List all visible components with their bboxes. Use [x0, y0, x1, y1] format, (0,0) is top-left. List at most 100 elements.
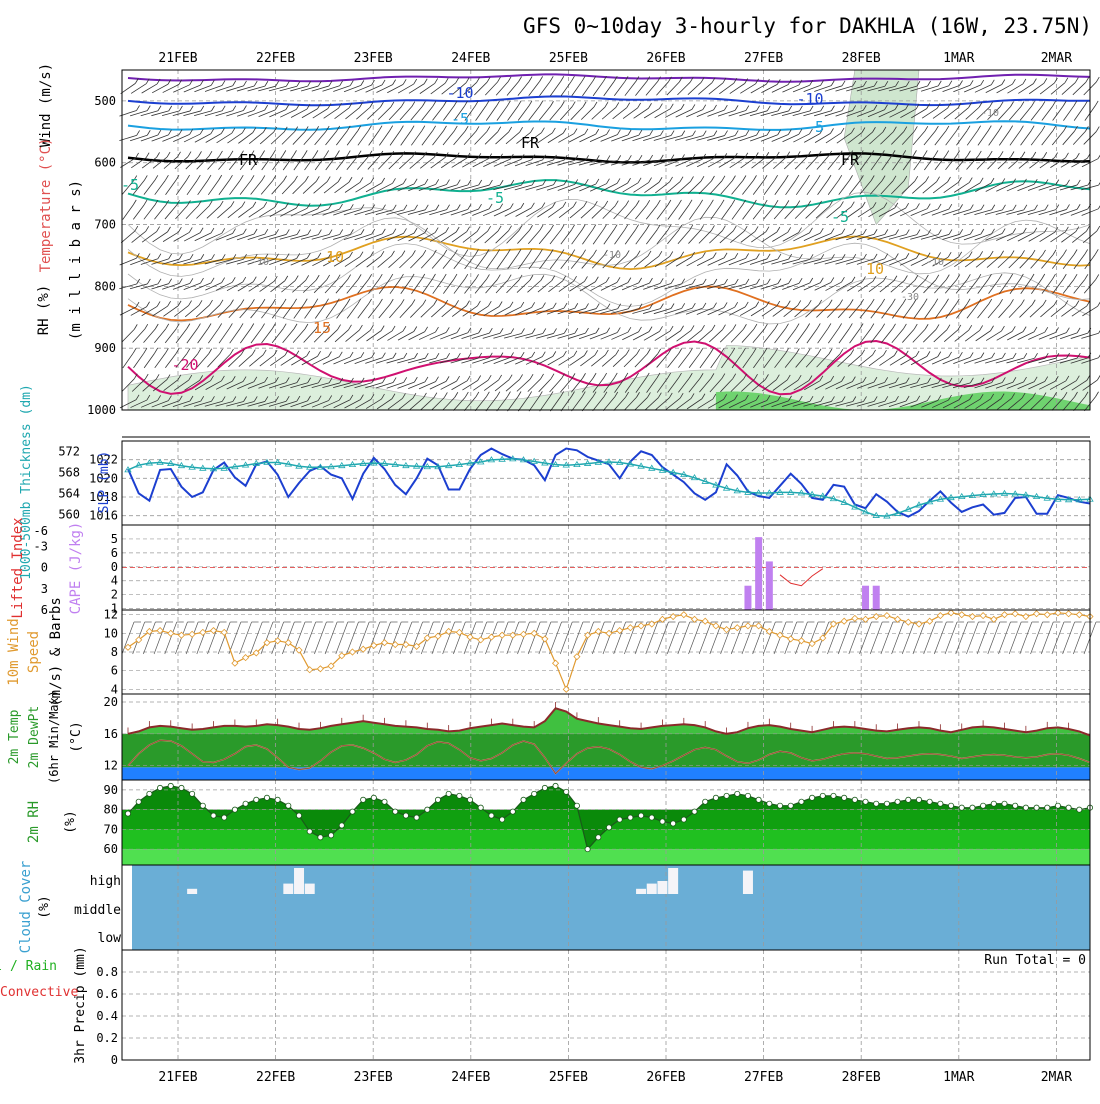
wind-barb-flag — [382, 352, 386, 358]
wind-barb-flag — [1054, 77, 1058, 84]
wind-barb — [419, 232, 436, 242]
wind-barb-flag — [499, 153, 503, 160]
wind-barb — [632, 282, 650, 290]
wind-barb — [303, 328, 317, 343]
wind-barb — [290, 108, 308, 118]
wind-barb — [642, 308, 661, 314]
wind-barb — [559, 106, 573, 121]
surface-wind-barb — [303, 621, 317, 655]
wind-barb-flag — [905, 80, 910, 87]
wind-barb — [142, 378, 157, 392]
wind-barb-flag — [1052, 273, 1056, 280]
wind-barb-flag — [595, 128, 600, 135]
wind-barb — [741, 328, 755, 343]
wind-barb-flag — [510, 352, 514, 358]
temp-band-green — [122, 733, 1090, 768]
wind-barb-flag — [412, 392, 417, 399]
wind-speed-marker — [883, 612, 891, 620]
wind-barb — [707, 109, 725, 117]
wind-barb — [602, 205, 616, 219]
wind-barb-flag — [809, 396, 814, 402]
wind-barb-flag — [486, 126, 491, 132]
wind-barb — [963, 382, 982, 389]
wind-speed-marker — [338, 652, 346, 660]
rh-tick: 70 — [104, 822, 118, 836]
wind-barb-flag — [585, 303, 589, 309]
wind-barb — [1006, 357, 1024, 364]
wind-barb — [1070, 332, 1089, 339]
wind-barb — [635, 81, 648, 96]
wind-barb — [986, 398, 1002, 410]
cape-ylabel-cape: CAPE (J/kg) — [68, 522, 84, 615]
wind-barb-flag — [1075, 226, 1080, 232]
wind-barb-flag — [392, 204, 397, 211]
wind-barb — [966, 130, 978, 146]
wind-barb-flag — [784, 174, 789, 181]
wind-barb — [632, 331, 650, 341]
wind-barb — [987, 156, 1001, 170]
thickness-marker — [680, 470, 688, 477]
wind-barb — [749, 283, 768, 290]
wind-barb-flag — [168, 129, 172, 136]
wind-barb-flag — [935, 324, 940, 330]
wind-barb — [129, 110, 148, 117]
wind-barb-flag — [765, 374, 769, 380]
wind-barb — [817, 328, 829, 344]
wind-barb — [773, 156, 787, 170]
wind-barb — [902, 155, 914, 171]
rh-marker — [1054, 802, 1061, 809]
wind-barb — [538, 229, 551, 245]
wind-barb — [400, 130, 412, 146]
contour-label: -10 — [926, 257, 944, 268]
wind-barb-flag — [606, 178, 610, 184]
rh-marker — [809, 794, 816, 801]
wind-barb-flag — [606, 129, 610, 135]
wind-speed-marker — [808, 640, 816, 648]
surface-wind-barb — [698, 621, 712, 655]
wind-barb-flag — [304, 323, 309, 330]
wind-barb — [271, 303, 284, 319]
wind-tick: 12 — [104, 608, 118, 622]
wind-barb — [496, 396, 508, 412]
wind-barb — [239, 180, 252, 195]
wind-barb — [408, 232, 425, 242]
wind-barb-flag — [967, 150, 971, 156]
wind-barb — [944, 279, 958, 294]
wind-barb-flag — [253, 80, 258, 87]
wind-barb — [229, 328, 241, 344]
wind-barb — [151, 283, 169, 290]
wind-barb — [826, 353, 841, 368]
wind-barb-flag — [777, 105, 782, 112]
wind-barb-flag — [945, 125, 950, 132]
wind-barb — [387, 330, 404, 341]
wind-barb — [878, 382, 896, 389]
wind-barb — [751, 231, 767, 243]
wind-barb — [814, 110, 832, 117]
rh-marker — [777, 802, 784, 809]
wind-barb — [581, 377, 594, 393]
wind-barb-flag — [551, 127, 556, 134]
wind-barb — [515, 306, 532, 316]
wind-barb-flag — [606, 155, 611, 161]
wind-barb — [462, 305, 478, 317]
wind-barb — [579, 183, 597, 192]
wind-barb — [558, 133, 575, 143]
wind-barb — [856, 258, 875, 265]
wind-barb-flag — [305, 275, 310, 281]
wind-barb-flag — [146, 253, 151, 259]
wind-barb-flag — [381, 228, 386, 235]
wind-barb-flag — [723, 302, 728, 308]
wind-barb — [240, 328, 252, 344]
wind-barb-flag — [371, 377, 376, 384]
wind-barb — [515, 207, 532, 217]
wind-barb-flag — [1095, 391, 1099, 397]
wind-barb-flag — [753, 323, 758, 330]
wind-barb — [719, 329, 734, 343]
wind-barb-flag — [349, 251, 353, 258]
wind-barb-flag — [905, 202, 909, 209]
wind-barb — [803, 282, 821, 291]
wind-barb-flag — [1063, 125, 1067, 132]
wind-barb-flag — [603, 75, 607, 82]
wind-barb — [453, 254, 466, 269]
wind-barb — [729, 83, 745, 94]
